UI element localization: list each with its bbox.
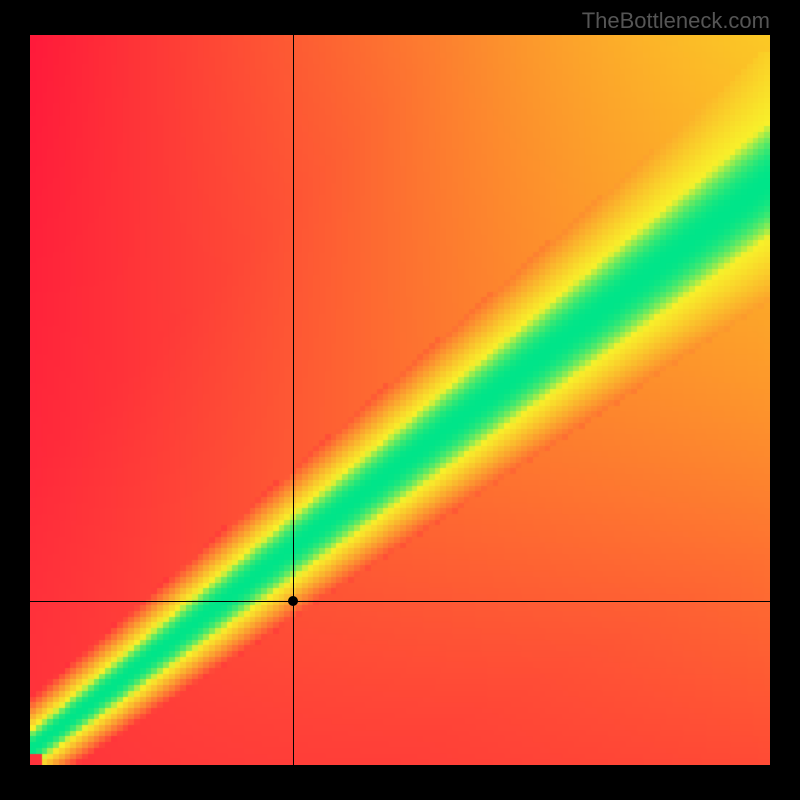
heatmap-plot: [30, 35, 770, 765]
heatmap-canvas: [30, 35, 770, 765]
crosshair-horizontal: [30, 601, 770, 602]
data-point-marker: [288, 596, 298, 606]
watermark-text: TheBottleneck.com: [582, 8, 770, 34]
crosshair-vertical: [293, 35, 294, 765]
